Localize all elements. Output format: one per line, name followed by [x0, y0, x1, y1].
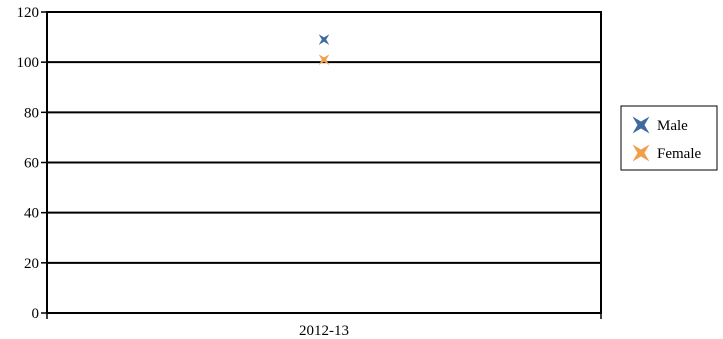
y-tick-label-100: 100	[17, 55, 40, 71]
legend-marker-female	[632, 144, 650, 162]
y-tick-label-120: 120	[17, 5, 40, 21]
legend-label-male: Male	[657, 118, 688, 134]
legend-marker-male	[632, 116, 650, 134]
y-axis-ticks: 0 20 40 60 80 100 120	[17, 5, 47, 322]
point-male-2012-13	[318, 34, 330, 45]
point-female-2012-13	[318, 54, 330, 65]
x-axis-ticks: 2012-13	[46, 313, 602, 339]
y-tick-label-40: 40	[24, 206, 39, 222]
y-tick-label-60: 60	[24, 156, 39, 172]
legend: Male Female	[620, 105, 718, 171]
y-tick-label-80: 80	[24, 105, 39, 121]
legend-label-female: Female	[657, 146, 701, 162]
y-tick-label-20: 20	[24, 256, 39, 272]
y-tick-label-0: 0	[32, 306, 40, 322]
x-tick-label-2012-13: 2012-13	[299, 323, 349, 339]
grid-lines	[47, 61, 601, 264]
legend-box	[620, 105, 718, 171]
data-points	[318, 34, 330, 65]
